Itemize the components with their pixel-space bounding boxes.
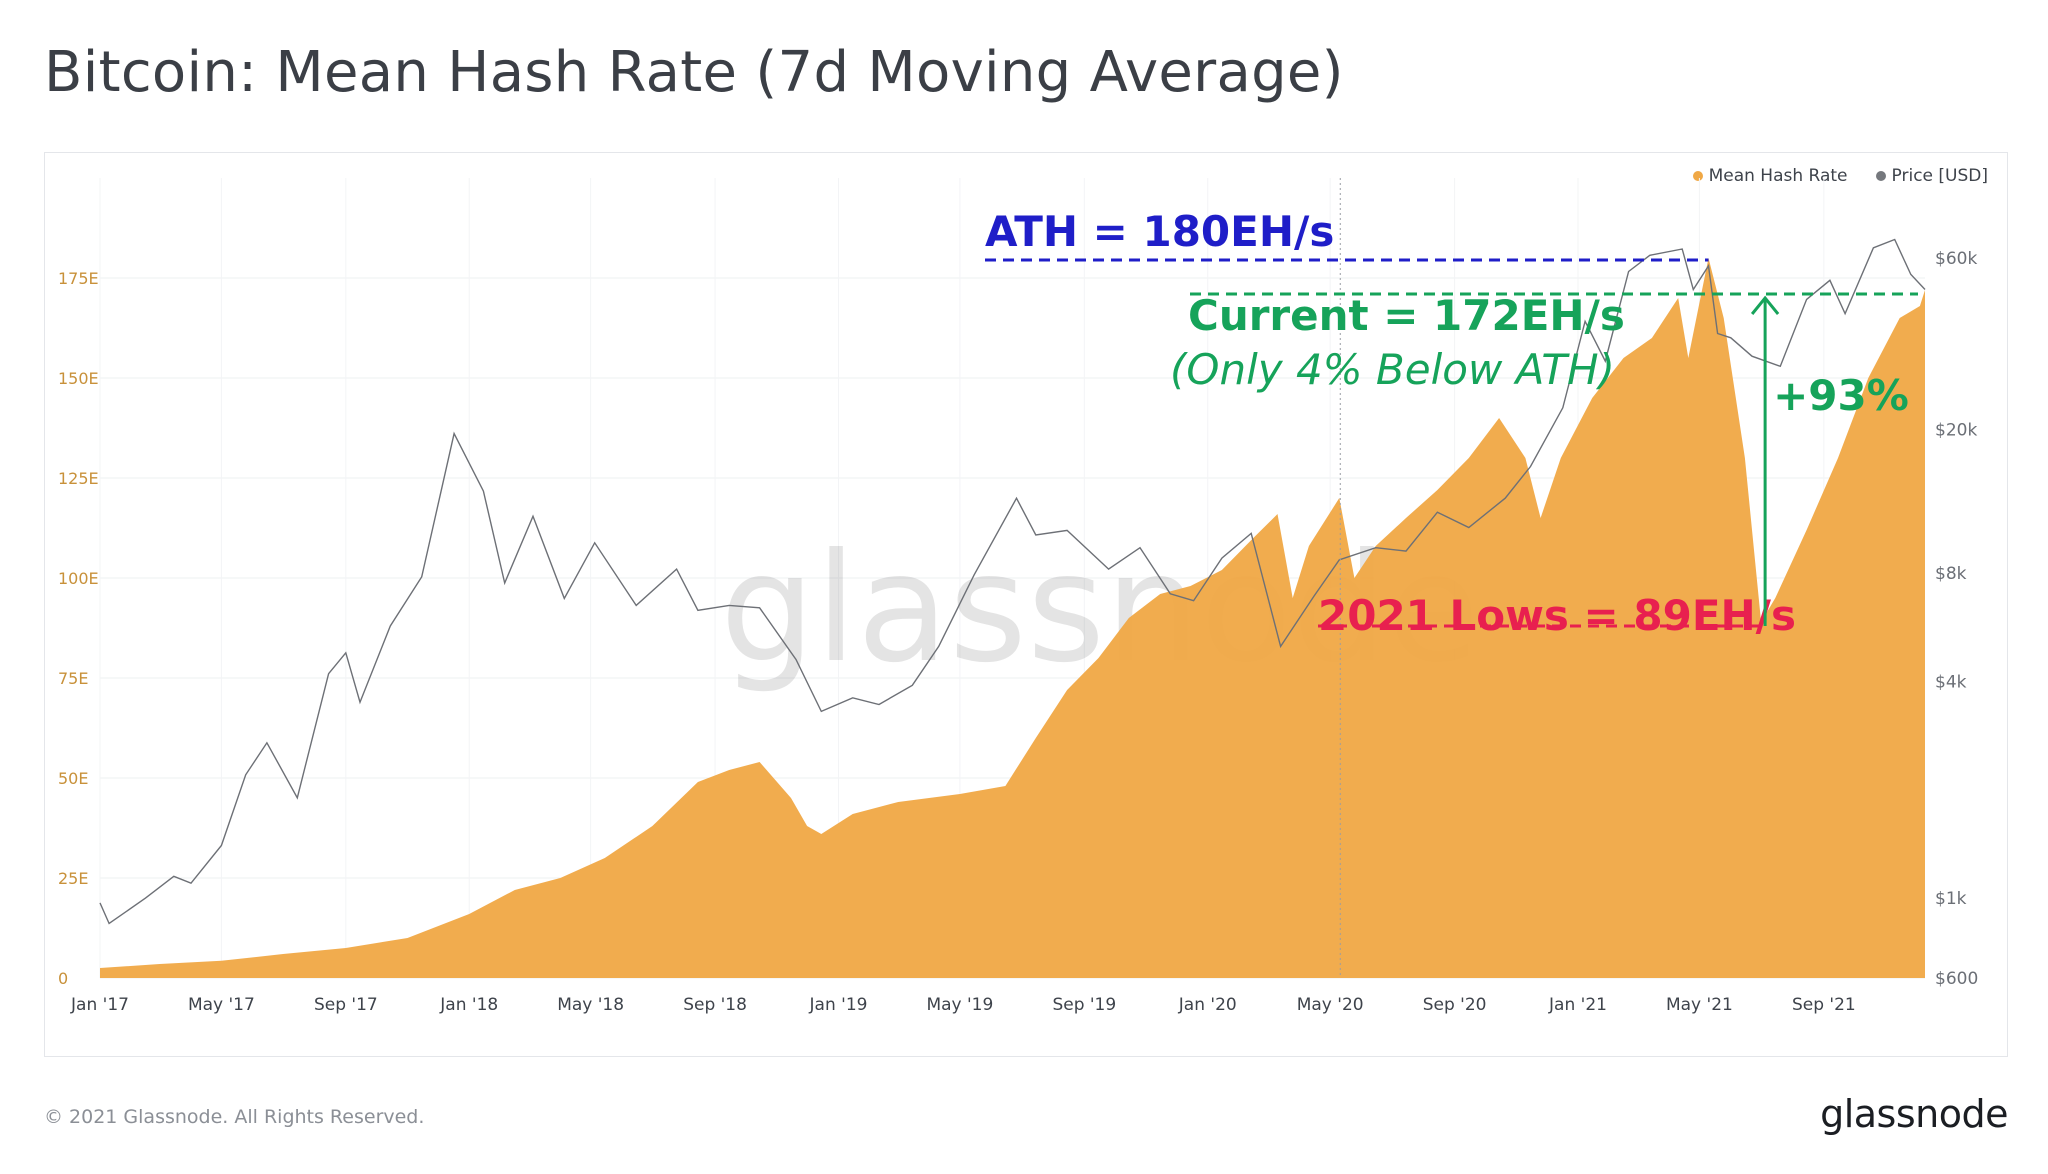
x-tick-label: Jan '20: [1178, 995, 1237, 1015]
x-tick-label: May '17: [188, 995, 255, 1015]
y-left-tick-label: 0: [58, 969, 68, 988]
chart-frame: [44, 152, 2008, 1057]
x-tick-label: May '21: [1666, 995, 1733, 1015]
hash-rate-area-layer: [100, 258, 1925, 978]
x-tick-label: Jan '19: [809, 995, 868, 1015]
legend-label-hash-rate: Mean Hash Rate: [1708, 166, 1848, 186]
price-line-layer: [99, 238, 1926, 925]
legend-label-price: Price [USD]: [1891, 166, 1988, 186]
y-right-tick-label: $8k: [1935, 564, 1967, 584]
y-left-tick-label: 100E: [58, 569, 99, 588]
y-right-tick-label: $600: [1935, 969, 1978, 989]
annotation-layer: ATH = 180EH/s Current = 172EH/s (Only 4% B…: [985, 207, 1918, 640]
current-sublabel: (Only 4% Below ATH): [1170, 345, 1615, 394]
x-tick-label: Sep '18: [683, 995, 747, 1015]
glassnode-logo[interactable]: glassnode: [1820, 1092, 2008, 1136]
axis-layer: 0 25E 50E 75E 100E 125E 150E 175E $600 $1k $4k $8k $…: [58, 249, 1978, 1015]
y-right-tick-label: $20k: [1935, 421, 1977, 441]
chart-legend: Mean Hash Rate Price [USD]: [1692, 166, 1988, 186]
lows-label: 2021 Lows = 89EH/s: [1318, 591, 1796, 640]
legend-dot-hash-rate: [1692, 171, 1703, 181]
x-tick-label: Sep '17: [314, 995, 378, 1015]
price-line: [99, 238, 1926, 925]
x-tick-label: Sep '19: [1052, 995, 1116, 1015]
y-left-tick-label: 75E: [58, 669, 88, 688]
y-left-tick-label: 50E: [58, 769, 88, 788]
x-tick-label: Jan '21: [1548, 995, 1607, 1015]
y-left-tick-label: 125E: [58, 469, 99, 488]
x-tick-label: May '19: [926, 995, 993, 1015]
x-tick-label: Sep '20: [1423, 995, 1487, 1015]
y-right-tick-label: $60k: [1935, 249, 1977, 269]
growth-label: +93%: [1773, 371, 1909, 420]
x-tick-label: May '20: [1297, 995, 1364, 1015]
growth-arrow-head: [1750, 295, 1780, 315]
legend-dot-price: [1875, 171, 1886, 181]
x-tick-label: Sep '21: [1792, 995, 1856, 1015]
x-tick-label: Jan '17: [70, 995, 129, 1015]
y-left-tick-label: 150E: [58, 369, 99, 388]
x-tick-label: May '18: [557, 995, 624, 1015]
y-right-tick-label: $4k: [1935, 672, 1967, 692]
page-title: Bitcoin: Mean Hash Rate (7d Moving Avera…: [44, 40, 1344, 105]
y-right-tick-label: $1k: [1935, 889, 1967, 909]
ath-label: ATH = 180EH/s: [985, 207, 1334, 256]
legend-item-price[interactable]: Price [USD]: [1875, 166, 1988, 186]
current-label: Current = 172EH/s: [1188, 291, 1625, 340]
copyright-text: © 2021 Glassnode. All Rights Reserved.: [44, 1106, 425, 1128]
y-left-tick-label: 175E: [58, 269, 99, 288]
legend-item-hash-rate[interactable]: Mean Hash Rate: [1692, 166, 1848, 186]
x-tick-label: Jan '18: [439, 995, 498, 1015]
hash-rate-area: [100, 258, 1925, 978]
y-left-tick-label: 25E: [58, 869, 88, 888]
